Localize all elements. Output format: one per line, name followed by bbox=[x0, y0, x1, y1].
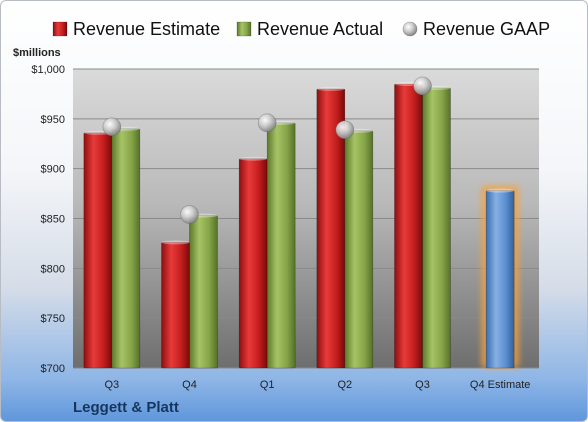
y-tick-label: $700 bbox=[41, 363, 65, 375]
future-estimate-bar-top bbox=[486, 188, 515, 193]
estimate-bar bbox=[394, 83, 423, 369]
estimate-bar bbox=[161, 242, 190, 369]
gaap-marker bbox=[335, 120, 355, 140]
x-tick-label: Q3 bbox=[104, 379, 119, 391]
actual-bar bbox=[111, 128, 141, 369]
y-tick-label: $750 bbox=[41, 313, 65, 325]
estimate-bar-top bbox=[316, 86, 345, 91]
gaap-marker bbox=[413, 76, 432, 96]
gaap-marker bbox=[257, 113, 277, 133]
actual-bar bbox=[189, 215, 218, 369]
y-tick-label: $950 bbox=[41, 114, 65, 126]
legend-gaap-swatch bbox=[402, 21, 418, 37]
future-estimate-bar bbox=[485, 190, 515, 369]
gaap-marker bbox=[180, 205, 199, 224]
gaap-marker bbox=[102, 117, 122, 137]
estimate-bar-top bbox=[239, 156, 268, 161]
estimate-bar bbox=[83, 132, 113, 369]
x-tick-label: Q3 bbox=[415, 379, 430, 391]
actual-bar bbox=[266, 122, 296, 369]
legend-label: Revenue Estimate bbox=[73, 19, 220, 39]
y-tick-label: $850 bbox=[41, 214, 65, 226]
x-tick-label: Q4 Estimate bbox=[470, 379, 531, 391]
x-tick-label: Q1 bbox=[260, 379, 275, 391]
y-tick-label: $1,000 bbox=[31, 64, 65, 76]
legend-estimate-swatch bbox=[52, 21, 68, 37]
x-tick-label: Q4 bbox=[182, 379, 197, 391]
legend-label: Revenue Actual bbox=[257, 19, 383, 39]
company-name: Leggett & Platt bbox=[73, 399, 179, 416]
actual-bar bbox=[344, 130, 374, 369]
x-tick-label: Q2 bbox=[337, 379, 352, 391]
y-axis-label: $millions bbox=[13, 47, 61, 59]
legend-actual-swatch bbox=[236, 21, 252, 37]
y-tick-label: $900 bbox=[41, 164, 65, 176]
estimate-bar bbox=[238, 158, 268, 369]
y-tick-label: $800 bbox=[41, 263, 65, 275]
actual-bar bbox=[422, 87, 451, 369]
legend-label: Revenue GAAP bbox=[423, 19, 550, 39]
estimate-bar-top bbox=[161, 240, 190, 245]
